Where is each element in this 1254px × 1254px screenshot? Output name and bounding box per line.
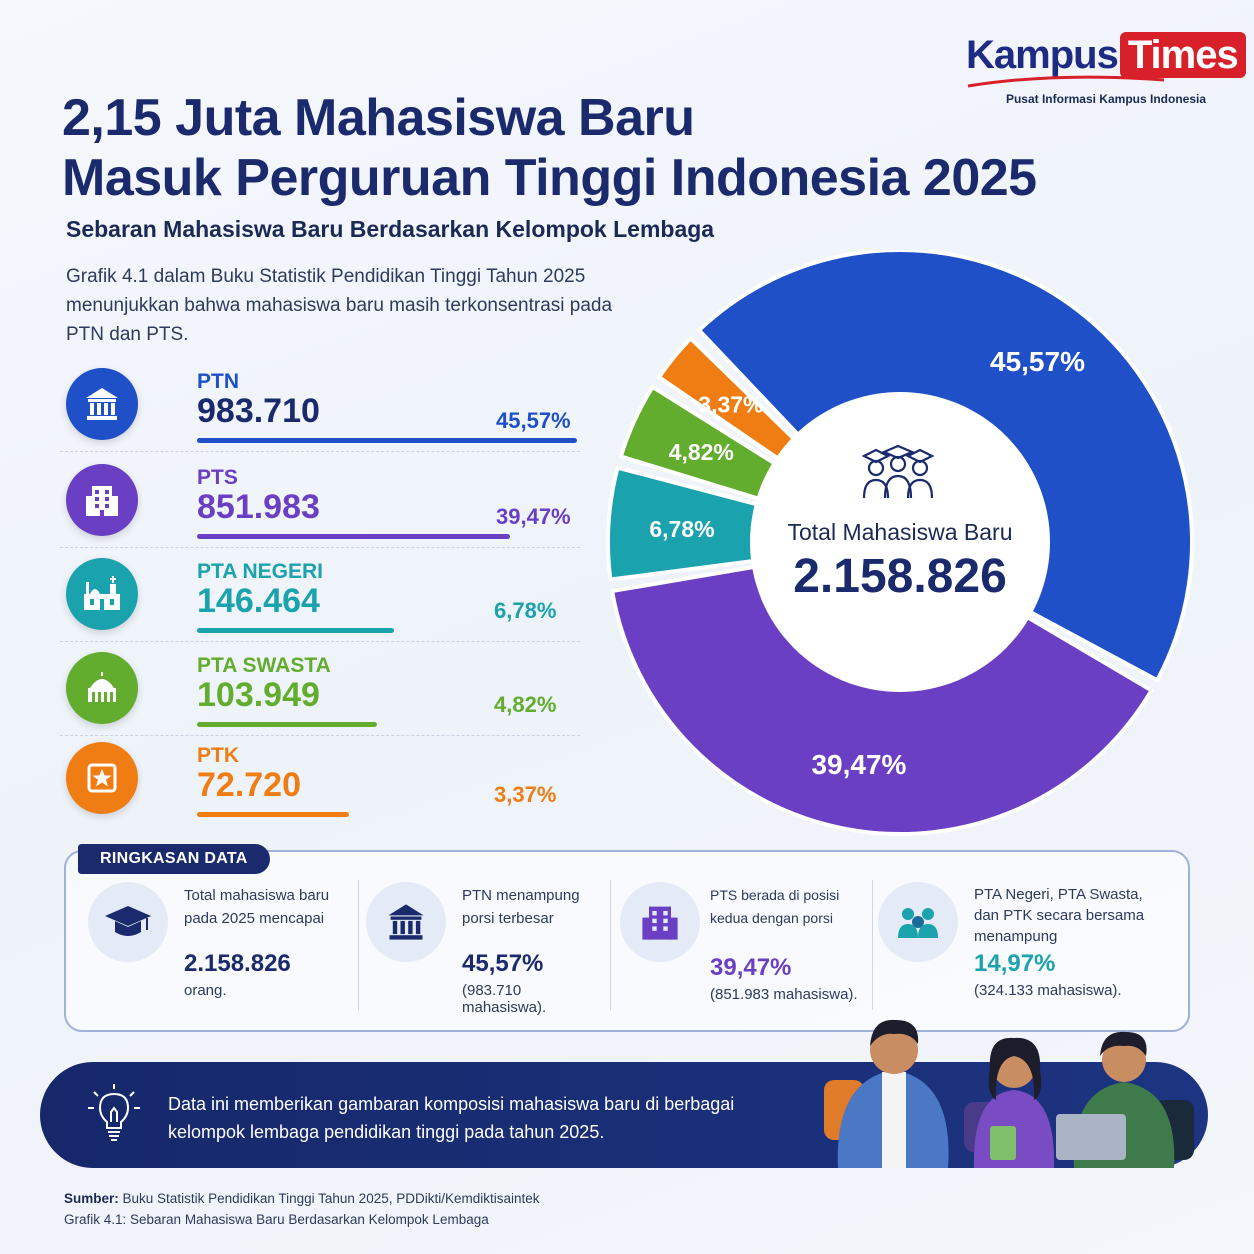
student-2 — [964, 1037, 1055, 1168]
summary-divider — [872, 880, 873, 1010]
summary-text: PTA Negeri, PTA Swasta, dan PTK secara b… — [974, 886, 1145, 945]
summary-box — [64, 850, 1190, 1032]
lightbulb-icon — [88, 1084, 140, 1141]
category-percent: 3,37% — [494, 782, 557, 807]
summary-note: (851.983 mahasiswa). — [710, 986, 858, 1003]
mosque-icon — [66, 652, 138, 724]
summary-value: 14,97% — [974, 950, 1056, 977]
brand-swoosh-icon — [967, 75, 1165, 88]
source-figure-note: Grafik 4.1: Sebaran Mahasiswa Baru Berda… — [64, 1212, 489, 1227]
category-percent: 39,47% — [496, 504, 571, 529]
source-note: Sumber: Buku Statistik Pendidikan Tinggi… — [64, 1188, 540, 1230]
category-bar — [197, 812, 349, 817]
brand-logo: Kampus Times Pusat Informasi Kampus Indo… — [966, 30, 1246, 116]
category-name: PTK — [197, 744, 239, 767]
student-3 — [1056, 1031, 1194, 1168]
donut-labels: 45,57% 39,47% 6,78% 4,82% 3,37% — [649, 346, 1085, 780]
category-value: 146.464 — [197, 582, 320, 620]
center-value: 2.158.826 — [793, 550, 1007, 603]
category-percent: 4,82% — [494, 692, 557, 717]
summary-divider — [610, 880, 611, 1010]
intro-paragraph: Grafik 4.1 dalam Buku Statistik Pendidik… — [66, 266, 613, 345]
category-bar — [197, 534, 510, 539]
donut-label-pts: 39,47% — [812, 749, 907, 780]
donut-label-ptn: 45,57% — [990, 346, 1085, 377]
category-name: PTA NEGERI — [197, 560, 324, 583]
summary-text: PTN menampung porsi terbesar — [462, 887, 580, 927]
people-group-icon — [878, 882, 958, 962]
category-row-pta-negeri: PTA NEGERI 146.464 6,78% — [60, 552, 580, 642]
donut-label-ptk: 3,37% — [698, 392, 763, 418]
summary-tag: RINGKASAN DATA — [78, 844, 270, 874]
category-percent: 45,57% — [496, 408, 571, 433]
church-mosque-icon — [66, 558, 138, 630]
summary-item-total: Total mahasiswa baru pada 2025 mencapai … — [88, 878, 348, 1018]
graduates-icon — [861, 444, 935, 499]
source-text: Buku Statistik Pendidikan Tinggi Tahun 2… — [122, 1191, 540, 1206]
summary-note: (983.710 mahasiswa). — [462, 982, 547, 1016]
category-bar — [197, 722, 377, 727]
donut-label-pta-swasta: 4,82% — [669, 439, 734, 465]
brand-name-kampus: Kampus — [966, 32, 1119, 77]
row-divider — [60, 451, 580, 452]
brand-tagline: Pusat Informasi Kampus Indonesia — [1005, 92, 1206, 106]
category-name: PTN — [197, 370, 239, 393]
page-subtitle: Sebaran Mahasiswa Baru Berdasarkan Kelom… — [66, 216, 715, 242]
category-value: 983.710 — [197, 392, 320, 430]
donut-center — [750, 392, 1050, 692]
category-value: 103.949 — [197, 676, 320, 714]
star-badge-icon — [66, 742, 138, 814]
summary-item-pts: PTS berada di posisi kedua dengan porsi … — [620, 878, 870, 1018]
summary-divider — [358, 880, 359, 1010]
category-name: PTS — [197, 466, 238, 489]
summary-value: 39,47% — [710, 954, 792, 981]
category-row-pts: PTS 851.983 39,47% — [60, 458, 580, 548]
page-title: 2,15 Juta Mahasiswa Baru Masuk Perguruan… — [62, 88, 1037, 208]
brand-name-times: Times — [1119, 32, 1246, 78]
title-line-1: 2,15 Juta Mahasiswa Baru — [62, 89, 695, 147]
summary-text: PTS berada di posisi kedua dengan porsi — [710, 887, 840, 926]
brand-wordmark: Kampus Times — [966, 30, 1246, 80]
summary-note: orang. — [184, 982, 227, 999]
category-name: PTA SWASTA — [197, 654, 331, 677]
category-bar — [197, 628, 394, 633]
banner-text: Data ini memberikan gambaran komposisi m… — [168, 1094, 735, 1142]
university-icon — [66, 368, 138, 440]
category-value: 851.983 — [197, 488, 320, 526]
donut-chart: 45,57% 39,47% 6,78% 4,82% 3,37% Total Mahasi… — [606, 250, 1194, 836]
row-divider — [60, 641, 580, 642]
category-row-ptk: PTK 72.720 3,37% — [60, 736, 580, 820]
graduation-cap-icon — [88, 882, 168, 962]
student-1 — [824, 1019, 949, 1168]
source-label: Sumber: — [64, 1191, 119, 1206]
summary-note: (324.133 mahasiswa). — [974, 982, 1122, 999]
summary-value: 2.158.826 — [184, 950, 291, 977]
summary-item-ptn: PTN menampung porsi terbesar 45,57% (983… — [366, 878, 606, 1018]
summary-item-others: PTA Negeri, PTA Swasta, dan PTK secara b… — [878, 878, 1178, 1018]
category-row-ptn: PTN 983.710 45,57% — [60, 362, 580, 452]
donut-label-pta-negeri: 6,78% — [649, 516, 714, 542]
summary-value: 45,57% — [462, 950, 544, 977]
summary-text: Total mahasiswa baru pada 2025 mencapai — [184, 887, 330, 927]
office-building-icon — [66, 464, 138, 536]
category-value: 72.720 — [197, 766, 301, 804]
row-divider — [60, 547, 580, 548]
row-divider — [60, 735, 580, 736]
center-label: Total Mahasiswa Baru — [788, 519, 1013, 545]
office-building-icon — [620, 882, 700, 962]
students-illustration — [824, 1019, 1194, 1168]
category-percent: 6,78% — [494, 598, 557, 623]
category-bar — [197, 438, 577, 443]
university-icon — [366, 882, 446, 962]
title-line-2: Masuk Perguruan Tinggi Indonesia 2025 — [62, 149, 1037, 207]
category-row-pta-swasta: PTA SWASTA 103.949 4,82% — [60, 646, 580, 736]
